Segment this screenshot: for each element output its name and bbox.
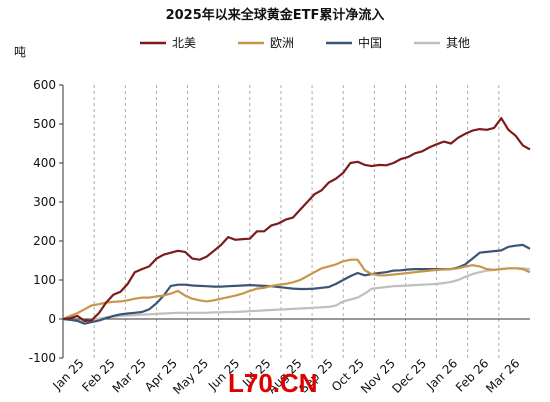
y-tick-label: -100: [29, 351, 56, 365]
series-lines: [62, 117, 531, 325]
x-tick-label: May 25: [170, 356, 211, 397]
y-tick-label: 100: [33, 273, 56, 287]
legend-label: 其他: [446, 36, 470, 50]
series-line: [62, 117, 531, 322]
legend-label: 欧洲: [270, 36, 294, 50]
chart-title: 2025年以来全球黄金ETF累计净流入: [166, 7, 385, 23]
y-tick-label: 300: [33, 195, 56, 209]
y-tick-label: 0: [48, 312, 56, 326]
y-tick-label: 600: [33, 78, 56, 92]
series-line: [62, 243, 531, 325]
x-tick-label: Mar 26: [483, 356, 522, 395]
axes: [62, 85, 530, 358]
legend: 北美 欧洲 中国 其他: [140, 35, 470, 50]
series-line: [62, 258, 531, 321]
legend-label: 中国: [358, 35, 382, 50]
y-tick-label: 500: [33, 117, 56, 131]
x-tick-label: Mar 25: [110, 356, 149, 395]
series-line: [62, 267, 531, 322]
x-tick-label: Dec 25: [389, 356, 429, 396]
watermark: L70.CN: [228, 368, 318, 398]
y-ticks: -100 0 100 200 300 400 500 600: [29, 78, 63, 365]
y-axis-label: 吨: [14, 45, 26, 59]
y-tick-label: 400: [33, 156, 56, 170]
grid: [93, 85, 500, 358]
legend-label: 北美: [172, 36, 196, 50]
y-tick-label: 200: [33, 234, 56, 248]
